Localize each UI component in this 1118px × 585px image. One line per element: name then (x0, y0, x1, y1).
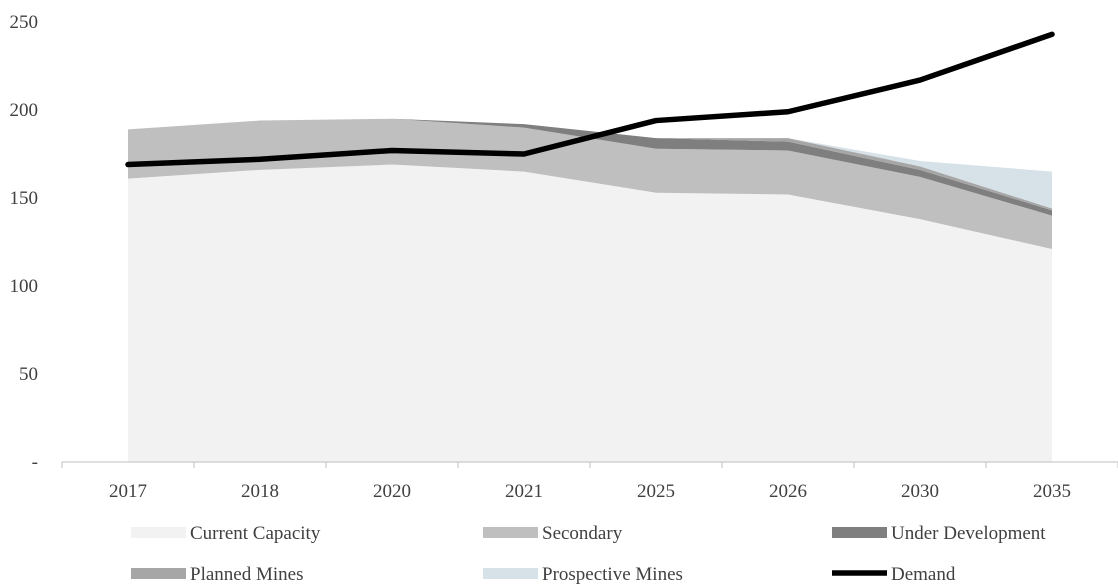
legend-item-prospective-mines: Prospective Mines (483, 564, 683, 585)
legend-label: Planned Mines (190, 564, 303, 585)
x-tick-label: 2017 (109, 481, 147, 502)
line-series-group (125, 31, 1055, 168)
legend-swatch (483, 568, 538, 579)
area-series-group (128, 118, 1052, 462)
legend-label: Under Development (891, 523, 1046, 544)
y-axis-labels: - 50 100 150 200 250 (10, 12, 39, 473)
y-tick-label: 200 (10, 100, 39, 121)
legend-label: Demand (891, 564, 956, 585)
legend-item-secondary: Secondary (483, 523, 623, 544)
axes-group (61, 461, 1118, 468)
line-demand (125, 31, 1055, 168)
legend-label: Current Capacity (190, 523, 321, 544)
y-tick-label: 250 (10, 12, 39, 33)
y-tick-label: 100 (10, 276, 39, 297)
legend-swatch (832, 527, 887, 538)
legend: Current Capacity Secondary Under Developme… (131, 523, 1046, 585)
y-tick-label: 150 (10, 188, 39, 209)
x-tick-label: 2021 (505, 481, 543, 502)
x-tick-label: 2026 (769, 481, 807, 502)
x-tick-label: 2025 (637, 481, 675, 502)
x-tick-label: 2018 (241, 481, 279, 502)
x-tick-label: 2035 (1033, 481, 1071, 502)
legend-item-planned-mines: Planned Mines (131, 564, 303, 585)
legend-swatch (131, 527, 186, 538)
x-axis-labels: 2017 2018 2020 2021 2025 2026 2030 2035 (109, 481, 1071, 502)
y-tick-label: - (32, 452, 38, 473)
legend-label: Secondary (542, 523, 623, 544)
y-tick-label: 50 (19, 364, 38, 385)
legend-label: Prospective Mines (542, 564, 683, 585)
x-tick-label: 2030 (901, 481, 939, 502)
legend-item-demand: Demand (832, 564, 956, 585)
legend-swatch (483, 527, 538, 538)
area-current-capacity (128, 164, 1052, 462)
legend-swatch (131, 568, 186, 579)
legend-item-current-capacity: Current Capacity (131, 523, 321, 544)
x-tick-label: 2020 (373, 481, 411, 502)
legend-item-under-development: Under Development (832, 523, 1046, 544)
